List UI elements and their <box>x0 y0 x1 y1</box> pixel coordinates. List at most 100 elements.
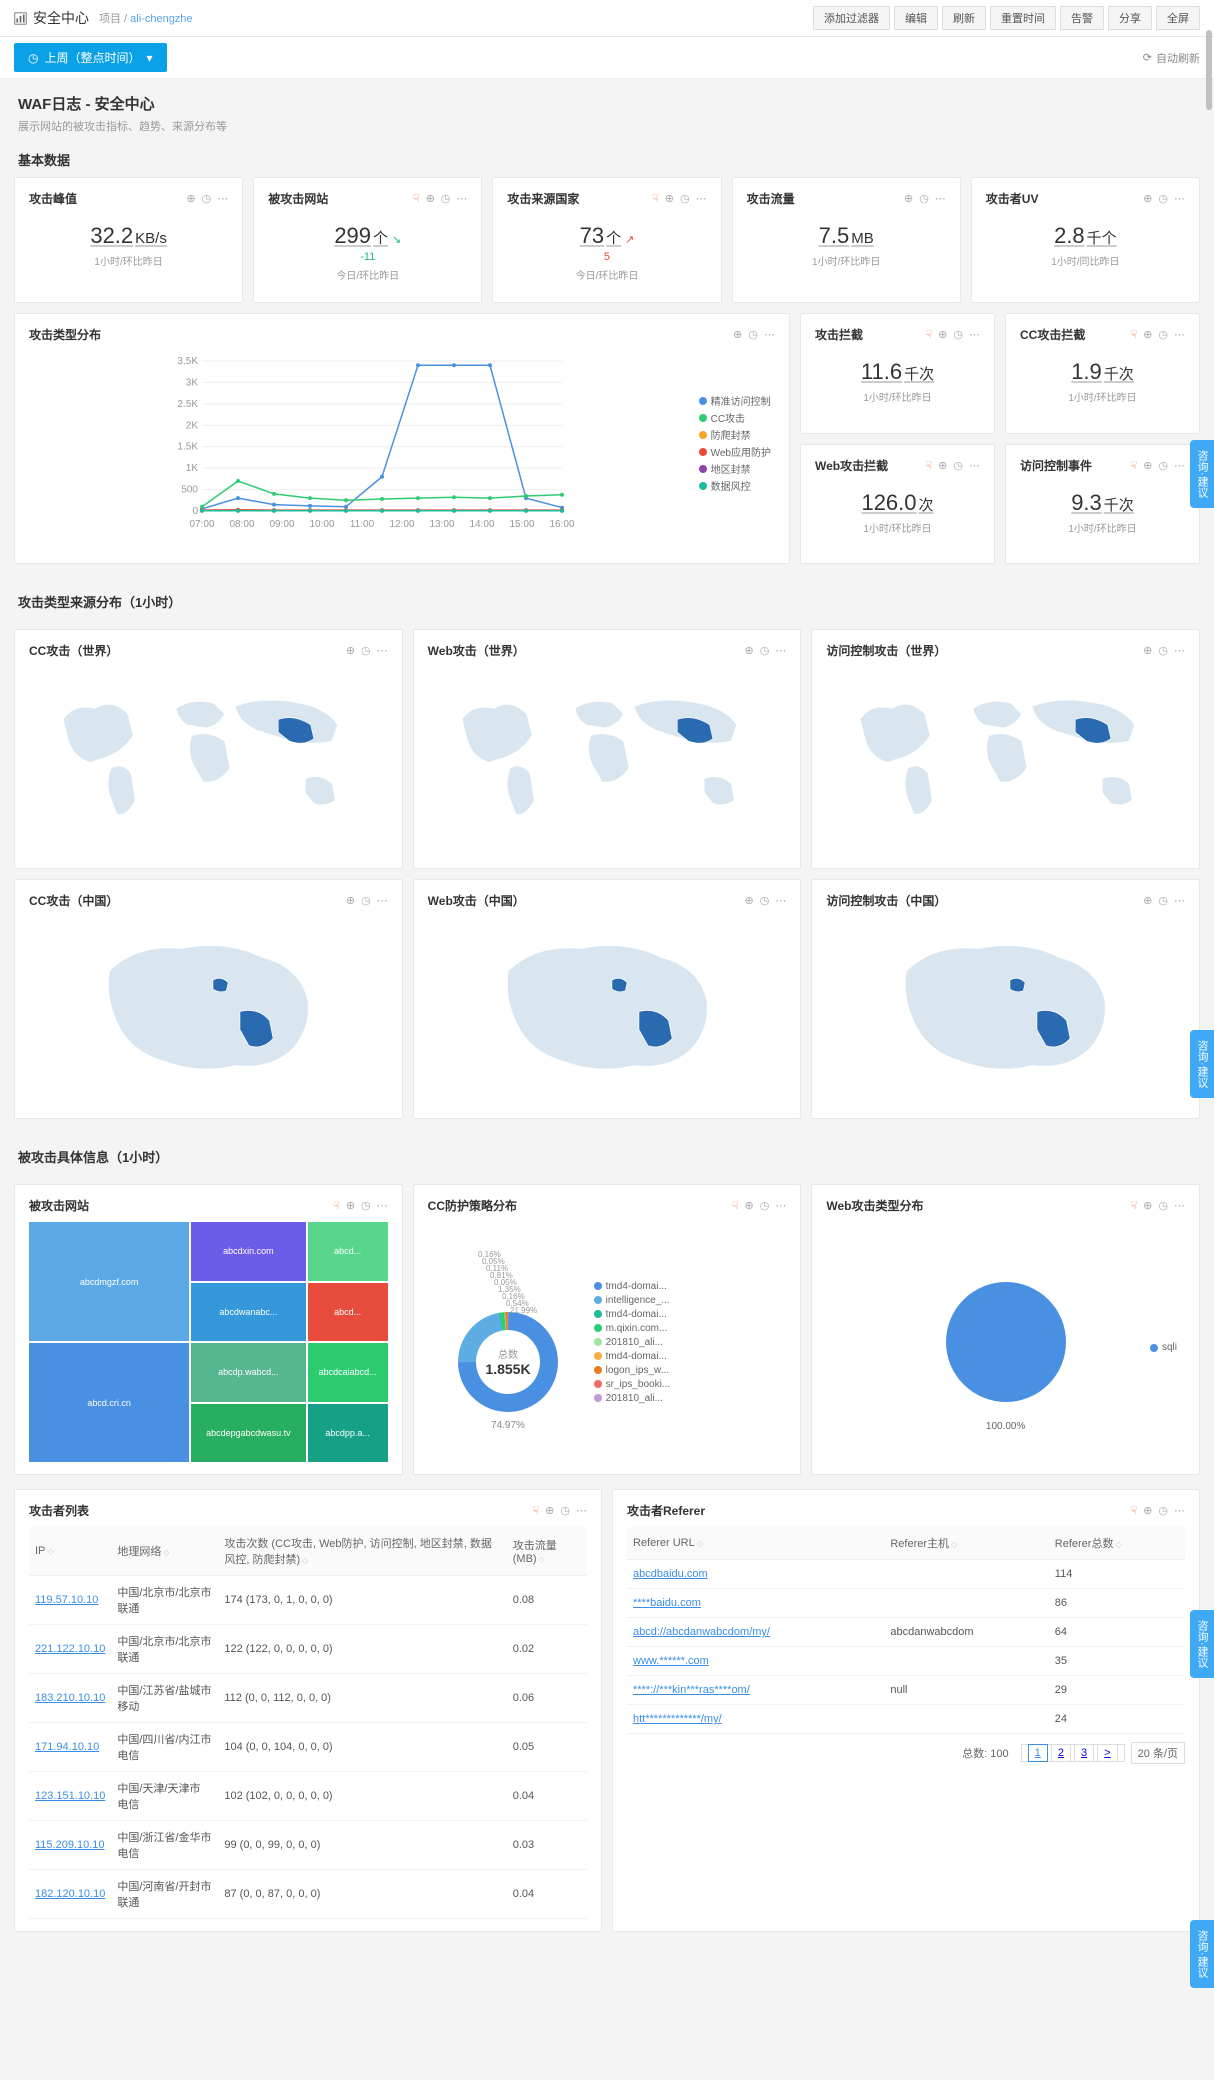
topbar-action-button[interactable]: 分享 <box>1108 6 1152 30</box>
map-world[interactable] <box>428 667 787 847</box>
time-range-button[interactable]: ◷ 上周（整点时间） ▾ <box>14 43 167 72</box>
pager-page[interactable]: > <box>1097 1744 1117 1762</box>
clock-icon[interactable]: ◷ <box>361 894 371 907</box>
table-header[interactable]: Referer URL◇ <box>627 1527 884 1560</box>
table-header[interactable]: 攻击次数 (CC攻击, Web防护, 访问控制, 地区封禁, 数据风控, 防爬封… <box>218 1527 506 1576</box>
more-icon[interactable]: ⋯ <box>935 192 946 205</box>
hand-icon[interactable]: ☟ <box>652 192 659 205</box>
more-icon[interactable]: ⋯ <box>1174 1504 1185 1517</box>
table-link[interactable]: abcd://abcdanwabcdom/my/ <box>633 1626 770 1638</box>
table-link[interactable]: 183.210.10.10 <box>35 1692 105 1704</box>
more-icon[interactable]: ⋯ <box>775 1199 786 1212</box>
clock-icon[interactable]: ◷ <box>560 1504 570 1517</box>
clock-icon[interactable]: ◷ <box>361 644 371 657</box>
topbar-action-button[interactable]: 添加过滤器 <box>813 6 890 30</box>
hand-icon[interactable]: ☟ <box>532 1504 539 1517</box>
table-header[interactable]: 地理网络◇ <box>111 1527 218 1576</box>
hand-icon[interactable]: ☟ <box>1130 1199 1137 1212</box>
table-link[interactable]: 123.151.10.10 <box>35 1790 105 1802</box>
more-icon[interactable]: ⋯ <box>764 328 775 341</box>
table-link[interactable]: ****://***kin***ras****om/ <box>633 1684 750 1696</box>
table-link[interactable]: abcdbaidu.com <box>633 1568 708 1580</box>
zoom-icon[interactable]: ⊕ <box>426 192 435 205</box>
treemap-cell[interactable]: abcdxin.com <box>191 1222 305 1281</box>
legend-item[interactable]: 数据风控 <box>699 478 771 493</box>
zoom-icon[interactable]: ⊕ <box>545 1504 554 1517</box>
zoom-icon[interactable]: ⊕ <box>1143 328 1152 341</box>
treemap-cell[interactable]: abcd... <box>308 1283 388 1342</box>
donut-legend-item[interactable]: tmd4-domai... <box>594 1281 670 1292</box>
more-icon[interactable]: ⋯ <box>1174 644 1185 657</box>
clock-icon[interactable]: ◷ <box>760 1199 770 1212</box>
treemap-cell[interactable]: abcdpp.a... <box>308 1404 388 1463</box>
table-link[interactable]: htt*************/my/ <box>633 1713 722 1725</box>
zoom-icon[interactable]: ⊕ <box>346 1199 355 1212</box>
treemap-cell[interactable]: abcdepgabcdwasu.tv <box>191 1404 305 1463</box>
clock-icon[interactable]: ◷ <box>361 1199 371 1212</box>
map-china[interactable] <box>428 917 787 1097</box>
map-china[interactable] <box>826 917 1185 1097</box>
pager-page[interactable]: 3 <box>1074 1744 1094 1762</box>
map-world[interactable] <box>29 667 388 847</box>
donut-legend-item[interactable]: m.qixin.com... <box>594 1323 670 1334</box>
treemap-cell[interactable]: abcdmgzf.com <box>29 1222 189 1341</box>
zoom-icon[interactable]: ⊕ <box>1143 894 1152 907</box>
zoom-icon[interactable]: ⊕ <box>1143 192 1152 205</box>
clock-icon[interactable]: ◷ <box>1158 328 1168 341</box>
clock-icon[interactable]: ◷ <box>953 328 963 341</box>
clock-icon[interactable]: ◷ <box>1158 1199 1168 1212</box>
pager-per[interactable]: 20 条/页 <box>1131 1742 1185 1764</box>
side-tab-3[interactable]: 咨询·建议 <box>1190 1610 1214 1678</box>
hand-icon[interactable]: ☟ <box>1130 459 1137 472</box>
more-icon[interactable]: ⋯ <box>377 644 388 657</box>
clock-icon[interactable]: ◷ <box>202 192 212 205</box>
topbar-action-button[interactable]: 告警 <box>1060 6 1104 30</box>
clock-icon[interactable]: ◷ <box>748 328 758 341</box>
table-header[interactable]: 攻击流量 (MB)◇ <box>507 1527 587 1576</box>
hand-icon[interactable]: ☟ <box>333 1199 340 1212</box>
hand-icon[interactable]: ☟ <box>413 192 420 205</box>
metric-value[interactable]: 299个 <box>334 223 388 248</box>
table-link[interactable]: www.******.com <box>633 1655 709 1667</box>
table-header[interactable]: Referer主机◇ <box>884 1527 1048 1560</box>
table-link[interactable]: 182.120.10.10 <box>35 1888 105 1900</box>
pager-page[interactable]: 1 <box>1028 1744 1048 1762</box>
metric-value[interactable]: 32.2KB/s <box>90 223 167 248</box>
zoom-icon[interactable]: ⊕ <box>1143 1504 1152 1517</box>
treemap-cell[interactable]: abcdp.wabcd... <box>191 1343 305 1402</box>
zoom-icon[interactable]: ⊕ <box>733 328 742 341</box>
table-header[interactable]: Referer总数◇ <box>1049 1527 1185 1560</box>
treemap-cell[interactable]: abcdwanabc... <box>191 1283 305 1342</box>
more-icon[interactable]: ⋯ <box>775 644 786 657</box>
donut-legend-item[interactable]: 201810_ali... <box>594 1393 670 1404</box>
metric-value[interactable]: 2.8千个 <box>1054 223 1117 248</box>
side-tab-1[interactable]: 咨询·建议 <box>1190 440 1214 508</box>
more-icon[interactable]: ⋯ <box>969 328 980 341</box>
more-icon[interactable]: ⋯ <box>1174 192 1185 205</box>
more-icon[interactable]: ⋯ <box>1174 328 1185 341</box>
side-tab-4[interactable]: 咨询·建议 <box>1190 1920 1214 1988</box>
donut-legend-item[interactable]: tmd4-domai... <box>594 1351 670 1362</box>
zoom-icon[interactable]: ⊕ <box>346 894 355 907</box>
donut-legend-item[interactable]: sr_ips_booki... <box>594 1379 670 1390</box>
donut-legend-item[interactable]: 201810_ali... <box>594 1337 670 1348</box>
more-icon[interactable]: ⋯ <box>1174 459 1185 472</box>
zoom-icon[interactable]: ⊕ <box>745 894 754 907</box>
clock-icon[interactable]: ◷ <box>760 894 770 907</box>
table-link[interactable]: 119.57.10.10 <box>35 1594 98 1606</box>
side-tab-2[interactable]: 咨询·建议 <box>1190 1030 1214 1098</box>
clock-icon[interactable]: ◷ <box>1158 1504 1168 1517</box>
donut-legend-item[interactable]: tmd4-domai... <box>594 1309 670 1320</box>
clock-icon[interactable]: ◷ <box>680 192 690 205</box>
zoom-icon[interactable]: ⊕ <box>938 459 947 472</box>
scrollbar[interactable] <box>1206 30 1212 110</box>
topbar-action-button[interactable]: 全屏 <box>1156 6 1200 30</box>
more-icon[interactable]: ⋯ <box>377 1199 388 1212</box>
legend-item[interactable]: CC攻击 <box>699 410 771 425</box>
hand-icon[interactable]: ☟ <box>1130 1504 1137 1517</box>
map-world[interactable] <box>826 667 1185 847</box>
zoom-icon[interactable]: ⊕ <box>938 328 947 341</box>
clock-icon[interactable]: ◷ <box>441 192 451 205</box>
table-link[interactable]: ****baidu.com <box>633 1597 701 1609</box>
treemap-cell[interactable]: abcd.cri.cn <box>29 1343 189 1462</box>
